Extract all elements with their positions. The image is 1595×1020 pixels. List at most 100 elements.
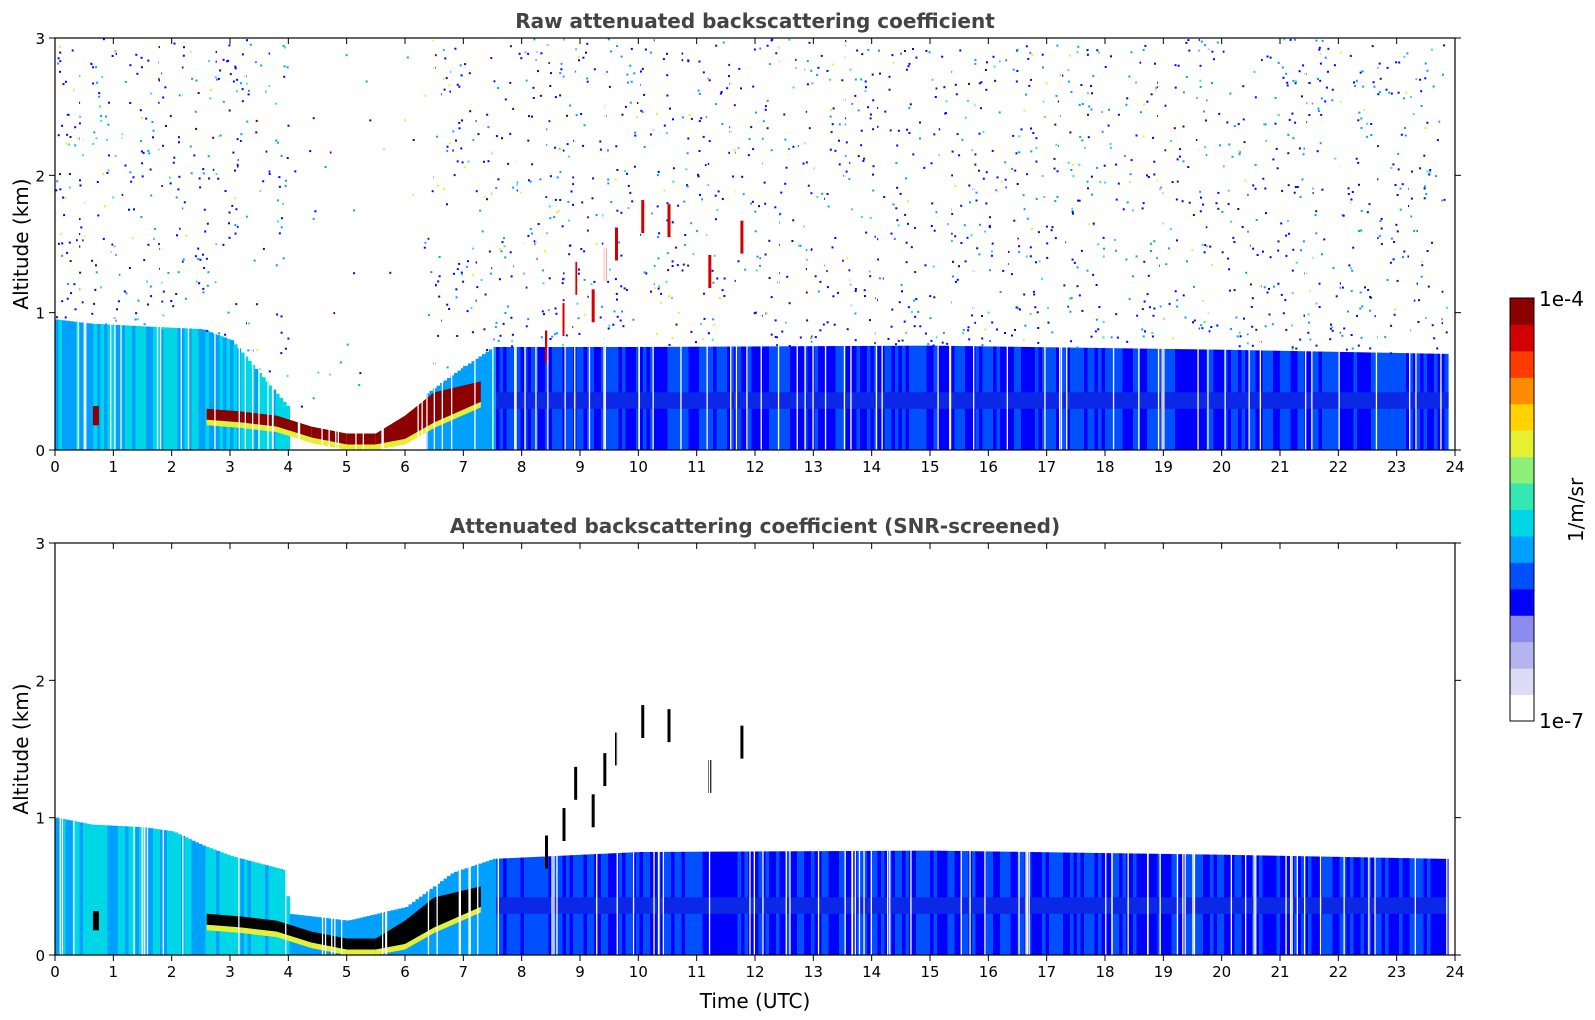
noise-speck xyxy=(1331,99,1334,102)
backscatter-sublayer xyxy=(1147,392,1152,409)
noise-speck xyxy=(1047,321,1050,324)
missing-profile xyxy=(762,543,764,955)
missing-profile xyxy=(1006,38,1008,450)
noise-speck xyxy=(1217,207,1220,210)
noise-speck xyxy=(917,310,920,313)
noise-speck xyxy=(309,150,312,153)
noise-speck xyxy=(93,131,96,134)
noise-speck xyxy=(61,254,64,257)
noise-speck xyxy=(1071,163,1074,166)
missing-profile xyxy=(588,38,591,450)
noise-speck xyxy=(688,114,691,116)
missing-profile xyxy=(887,543,889,955)
noise-speck xyxy=(943,86,946,89)
noise-speck xyxy=(1067,69,1070,72)
backscatter-sublayer xyxy=(1430,392,1435,409)
noise-speck xyxy=(1329,338,1332,341)
backscatter-sublayer xyxy=(1080,392,1085,409)
noise-speck xyxy=(173,156,176,159)
backscatter-sublayer xyxy=(1049,392,1054,409)
backscatter-sublayer xyxy=(674,392,679,409)
backscatter-sublayer xyxy=(1402,897,1407,914)
noise-speck xyxy=(443,88,446,91)
noise-speck xyxy=(1367,289,1370,291)
noise-speck xyxy=(345,54,348,57)
noise-speck xyxy=(1397,168,1400,171)
noise-speck xyxy=(1054,123,1057,126)
noise-speck xyxy=(1386,66,1389,69)
backscatter-sublayer xyxy=(1129,392,1134,409)
noise-speck xyxy=(700,117,703,120)
noise-speck xyxy=(884,110,887,113)
backscatter-sublayer xyxy=(818,897,823,914)
backscatter-sublayer xyxy=(702,897,707,914)
noise-speck xyxy=(609,268,611,271)
noise-speck xyxy=(317,371,320,374)
noise-speck xyxy=(1020,128,1023,131)
noise-speck xyxy=(985,171,988,174)
noise-speck xyxy=(117,300,120,303)
noise-speck xyxy=(437,334,440,337)
backscatter-sublayer xyxy=(618,392,623,409)
noise-speck xyxy=(511,333,514,336)
noise-speck xyxy=(954,280,957,283)
backscatter-sublayer xyxy=(643,392,648,409)
noise-speck xyxy=(1096,166,1099,169)
noise-speck xyxy=(1360,117,1363,120)
backscatter-sublayer xyxy=(727,392,732,409)
noise-speck xyxy=(810,337,812,340)
noise-speck xyxy=(554,96,557,99)
missing-profile xyxy=(706,38,708,450)
strong-layer-edge xyxy=(346,949,376,955)
noise-speck xyxy=(901,339,904,342)
noise-speck xyxy=(1176,239,1178,242)
noise-speck xyxy=(1070,340,1073,343)
noise-speck xyxy=(286,66,289,69)
backscatter-column xyxy=(342,920,347,955)
noise-speck xyxy=(152,136,154,139)
noise-speck xyxy=(448,84,451,87)
noise-speck xyxy=(1350,290,1353,293)
noise-speck xyxy=(614,178,617,181)
noise-speck xyxy=(64,80,67,83)
missing-profile xyxy=(960,543,962,955)
missing-profile xyxy=(1127,543,1129,955)
noise-speck xyxy=(665,280,668,283)
noise-speck xyxy=(1315,344,1318,347)
noise-speck xyxy=(1203,251,1206,254)
noise-speck xyxy=(1263,286,1266,289)
noise-speck xyxy=(533,240,536,243)
backscatter-sublayer xyxy=(1185,897,1190,914)
missing-profile xyxy=(652,38,654,450)
noise-speck xyxy=(764,105,767,108)
noise-speck xyxy=(1329,327,1332,330)
missing-profile xyxy=(515,38,517,450)
noise-speck xyxy=(1428,173,1431,176)
noise-speck xyxy=(623,287,626,290)
noise-speck xyxy=(933,296,936,299)
backscatter-sublayer xyxy=(1199,392,1204,409)
noise-speck xyxy=(205,257,208,260)
noise-speck xyxy=(1394,184,1397,186)
noise-speck xyxy=(1013,219,1016,222)
noise-speck xyxy=(511,340,514,343)
noise-speck xyxy=(1232,236,1235,239)
backscatter-sublayer xyxy=(1063,392,1068,409)
noise-speck xyxy=(645,272,648,275)
noise-speck xyxy=(1308,82,1311,84)
noise-speck xyxy=(493,80,496,83)
noise-speck xyxy=(697,175,700,178)
backscatter-column xyxy=(104,825,109,955)
backscatter-sublayer xyxy=(1416,392,1421,409)
noise-speck xyxy=(805,249,808,252)
noise-speck xyxy=(207,271,210,274)
noise-speck xyxy=(1015,306,1018,309)
noise-speck xyxy=(147,59,150,62)
noise-speck xyxy=(1015,80,1018,83)
noise-speck xyxy=(1318,46,1321,49)
noise-speck xyxy=(1081,309,1084,312)
noise-speck xyxy=(1289,38,1292,41)
noise-speck xyxy=(1237,150,1240,153)
missing-profile xyxy=(433,38,435,450)
noise-speck xyxy=(131,237,134,240)
